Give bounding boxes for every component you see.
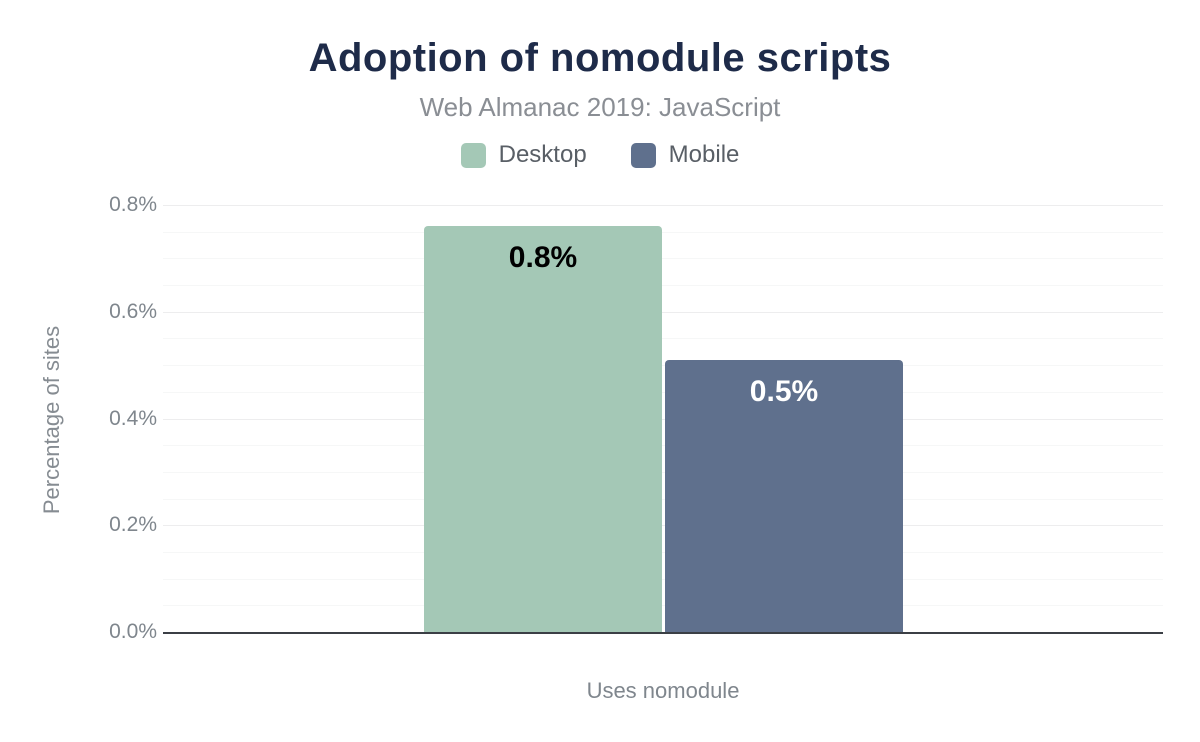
chart-title: Adoption of nomodule scripts xyxy=(308,36,892,80)
minor-gridline xyxy=(163,499,1163,500)
minor-gridline xyxy=(163,285,1163,286)
bar-value-label-mobile: 0.5% xyxy=(749,375,819,408)
major-gridline xyxy=(163,419,1163,420)
y-tick-label: 0.0% xyxy=(109,620,157,643)
minor-gridline xyxy=(163,552,1163,553)
legend-item-desktop[interactable]: Desktop xyxy=(460,141,587,169)
minor-gridline xyxy=(163,232,1163,233)
y-tick-label: 0.4% xyxy=(109,407,157,430)
y-tick-label: 0.8% xyxy=(109,193,157,216)
legend: Desktop Mobile xyxy=(0,141,1200,169)
y-tick-label: 0.2% xyxy=(109,513,157,536)
minor-gridline xyxy=(163,579,1163,580)
mobile-swatch-icon xyxy=(630,142,656,168)
legend-label-mobile: Mobile xyxy=(668,141,740,168)
minor-gridline xyxy=(163,338,1163,339)
minor-gridline xyxy=(163,392,1163,393)
major-gridline xyxy=(163,525,1163,526)
minor-gridline xyxy=(163,472,1163,473)
x-axis-category-label: Uses nomodule xyxy=(586,678,740,703)
minor-gridline xyxy=(163,258,1163,259)
legend-item-mobile[interactable]: Mobile xyxy=(630,141,740,169)
bar-mobile[interactable] xyxy=(665,360,903,632)
minor-gridline xyxy=(163,365,1163,366)
major-gridline xyxy=(163,312,1163,313)
bar-value-label-desktop: 0.8% xyxy=(508,241,578,274)
chart-subtitle: Web Almanac 2019: JavaScript xyxy=(419,92,781,122)
bar-desktop[interactable] xyxy=(424,226,662,632)
minor-gridline xyxy=(163,445,1163,446)
y-axis-title: Percentage of sites xyxy=(39,325,64,515)
legend-label-desktop: Desktop xyxy=(498,141,587,168)
y-tick-label: 0.6% xyxy=(109,300,157,323)
minor-gridline xyxy=(163,605,1163,606)
major-gridline xyxy=(163,205,1163,206)
desktop-swatch-icon xyxy=(460,142,486,168)
x-axis-baseline xyxy=(163,632,1163,634)
